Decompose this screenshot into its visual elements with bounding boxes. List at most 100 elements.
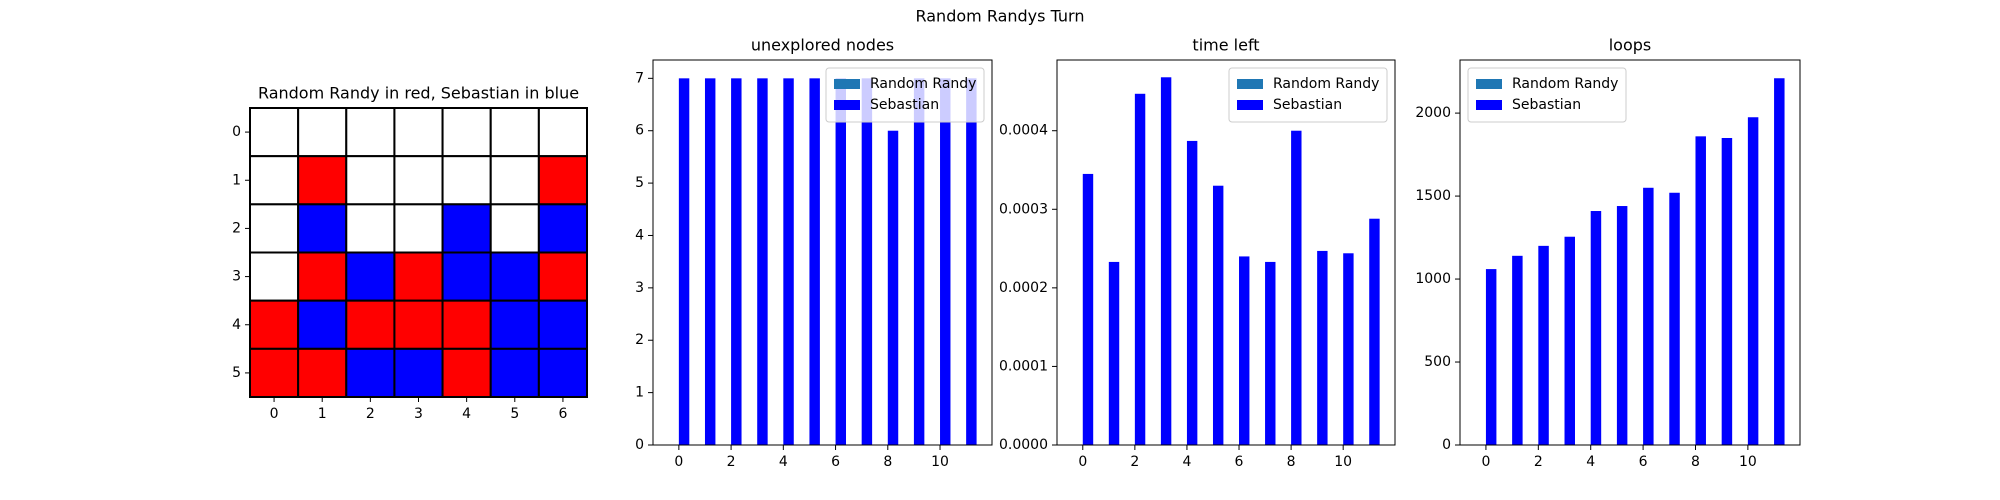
grid-cell (345, 347, 396, 399)
legend-label: Sebastian (1512, 97, 1581, 113)
grid-cell (345, 107, 396, 158)
grid-cell (249, 155, 300, 206)
x-tick-label: 10 (1334, 454, 1352, 470)
grid-cell (489, 299, 540, 350)
grid-cell (249, 251, 300, 302)
grid-cell (441, 155, 492, 206)
y-tick-label: 1 (635, 385, 644, 401)
bar (678, 78, 690, 445)
legend-swatch (834, 79, 860, 89)
x-tick-label: 3 (414, 406, 423, 422)
grid-cell (537, 203, 588, 254)
y-tick-label: 0 (635, 437, 644, 453)
x-tick-label: 2 (1534, 454, 1543, 470)
bar (835, 78, 847, 445)
grid-cell (441, 299, 492, 350)
axes-title: loops (1609, 36, 1652, 55)
bar (1721, 137, 1733, 445)
grid-cell (489, 347, 540, 399)
x-tick-label: 0 (674, 454, 683, 470)
grid-cell (345, 203, 396, 254)
x-tick-label: 2 (1130, 454, 1139, 470)
y-tick-label: 1500 (1415, 188, 1451, 204)
x-tick-label: 8 (1691, 454, 1700, 470)
legend-label: Random Randy (1273, 76, 1379, 92)
y-tick-label: 0.0001 (999, 358, 1048, 374)
grid-cell (249, 347, 300, 399)
bar (783, 78, 794, 445)
grid-cell (345, 251, 396, 302)
grid-cell (249, 203, 300, 254)
bar (913, 78, 925, 445)
legend-swatch (1237, 79, 1263, 89)
bar (1291, 130, 1302, 445)
x-tick-label: 2 (366, 406, 375, 422)
x-tick-label: 2 (727, 454, 736, 470)
y-tick-label: 6 (635, 123, 644, 139)
y-tick-label: 4 (232, 317, 241, 333)
y-tick-label: 1000 (1415, 271, 1451, 287)
bar (1212, 185, 1224, 445)
y-tick-label: 0.0004 (999, 123, 1048, 139)
axes-frame (1459, 59, 1801, 446)
bar (1590, 211, 1602, 445)
x-tick-label: 4 (1586, 454, 1595, 470)
grid-cell (393, 347, 444, 399)
x-tick-label: 4 (462, 406, 471, 422)
x-tick-label: 6 (1235, 454, 1244, 470)
x-tick-label: 0 (270, 406, 279, 422)
y-tick-label: 2000 (1415, 105, 1451, 121)
legend: Random Randy Sebastian (1228, 67, 1388, 123)
grid-cell (441, 251, 492, 302)
legend-label: Sebastian (1273, 97, 1342, 113)
grid-cell (489, 155, 540, 206)
bar (731, 78, 742, 445)
bar (1616, 206, 1628, 445)
y-tick-label: 1 (232, 172, 241, 188)
legend-box (1228, 67, 1388, 123)
grid-cell (345, 299, 396, 350)
grid-cell (297, 155, 348, 206)
bar (1108, 261, 1120, 445)
x-tick-label: 6 (831, 454, 840, 470)
x-tick-label: 8 (883, 454, 892, 470)
grid-cell (297, 347, 348, 399)
grid-cell (537, 347, 588, 399)
grid-cell (297, 251, 348, 302)
grid-cell (249, 299, 300, 350)
bar (704, 78, 716, 445)
bar (1564, 236, 1575, 445)
legend-box (825, 67, 985, 123)
axes-frame (1056, 59, 1396, 446)
grid-cell (393, 155, 444, 206)
legend-swatch (834, 100, 860, 110)
grid-cell (297, 203, 348, 254)
bar (887, 130, 899, 445)
axes-frame (652, 59, 993, 446)
grid-cell (441, 347, 492, 399)
legend-swatch (1476, 79, 1502, 89)
axes-title: Random Randy in red, Sebastian in blue (258, 84, 579, 103)
grid-cell (441, 203, 492, 254)
legend-label: Random Randy (1512, 76, 1618, 92)
bar (1512, 255, 1523, 445)
x-tick-label: 4 (779, 454, 788, 470)
y-tick-label: 500 (1424, 354, 1451, 370)
figure-title: Random Randys Turn (915, 7, 1084, 26)
bar (1643, 187, 1654, 446)
legend-label: Sebastian (870, 97, 939, 113)
y-tick-label: 7 (635, 70, 644, 86)
bar (1239, 256, 1250, 445)
bar (1317, 250, 1328, 445)
bar (1082, 173, 1094, 445)
bar (1160, 77, 1172, 446)
grid-cell (537, 251, 588, 302)
bar (861, 78, 873, 445)
bar (757, 78, 768, 445)
grid-cell (297, 107, 348, 158)
y-tick-label: 4 (635, 227, 644, 243)
y-tick-label: 3 (232, 269, 241, 285)
y-tick-label: 5 (232, 365, 241, 381)
bar (1669, 192, 1680, 445)
